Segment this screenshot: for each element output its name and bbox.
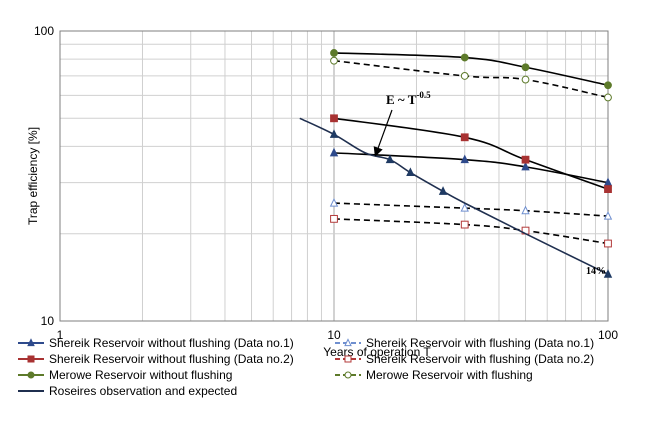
slope-annotation-exponent: -0.5 (416, 90, 431, 100)
triangle-marker (521, 205, 530, 215)
triangle-marker (329, 197, 339, 207)
circle-marker (521, 75, 530, 84)
circle-marker (330, 56, 338, 65)
triangle-marker (385, 154, 395, 164)
y-axis-title: Trap efficiency [%] (26, 127, 40, 225)
legend-item: Roseires observation and expected (18, 384, 237, 398)
series-line (333, 52, 609, 87)
y-tick-label: 10 (41, 314, 55, 328)
legend-item: Shereik Reservoir without flushing (Data… (18, 336, 294, 350)
circle-marker (604, 81, 612, 90)
series-6 (330, 56, 612, 102)
legend-item: Shereik Reservoir without flushing (Data… (18, 352, 294, 366)
legend-item: Merowe Reservoir with flushing (335, 368, 533, 382)
circle-marker (344, 371, 352, 379)
legend: Shereik Reservoir without flushing (Data… (18, 336, 594, 398)
series-layer (299, 49, 613, 278)
series-line (299, 117, 609, 275)
series-line (333, 218, 609, 245)
circle-marker (330, 49, 338, 57)
triangle-marker (460, 154, 469, 164)
triangle-marker (329, 147, 339, 157)
y-tick-label: 100 (34, 24, 54, 38)
series-7 (299, 117, 613, 278)
circle-marker (27, 371, 35, 379)
series-3 (330, 114, 612, 193)
series-line (333, 59, 609, 99)
triangle-marker (329, 129, 339, 138)
legend-label: Merowe Reservoir with flushing (366, 368, 533, 382)
square-marker (604, 185, 612, 193)
square-marker (330, 114, 338, 123)
series-line (333, 202, 609, 217)
square-marker (460, 220, 469, 229)
plot-area-border (59, 30, 609, 322)
circle-marker (521, 63, 530, 72)
series-1 (329, 147, 613, 187)
circle-marker (460, 72, 469, 80)
series-line (333, 117, 609, 190)
square-marker (27, 355, 35, 363)
slope-annotation-base: E ~ T (386, 92, 417, 107)
triangle-marker (344, 338, 352, 347)
series-4 (330, 214, 612, 248)
square-marker (604, 239, 612, 248)
square-marker (460, 133, 469, 142)
slope-annotation-arrow (373, 109, 393, 157)
legend-label: Merowe Reservoir without flushing (49, 368, 232, 382)
square-marker (521, 155, 530, 164)
x-tick-label: 1 (57, 328, 64, 342)
x-tick-label: 10 (327, 328, 341, 342)
triangle-marker (521, 161, 530, 171)
triangle-marker (460, 202, 469, 212)
triangle-marker (27, 338, 35, 347)
x-tick-label: 100 (598, 328, 618, 342)
annotation-layer: E ~ T-0.5 14% (373, 90, 606, 277)
triangle-marker (603, 210, 613, 220)
series-5 (330, 49, 612, 90)
legend-item: Shereik Reservoir with flushing (Data no… (335, 336, 594, 350)
end-value-annotation: 14% (586, 266, 606, 277)
triangle-marker (406, 167, 415, 177)
circle-marker (604, 93, 612, 102)
legend-label: Shereik Reservoir without flushing (Data… (49, 336, 294, 350)
legend-label: Shereik Reservoir with flushing (Data no… (366, 336, 594, 350)
legend-item: Shereik Reservoir with flushing (Data no… (335, 352, 594, 366)
legend-label: Shereik Reservoir without flushing (Data… (49, 352, 294, 366)
legend-item: Merowe Reservoir without flushing (18, 368, 232, 382)
grid-lines (60, 31, 608, 321)
legend-label: Shereik Reservoir with flushing (Data no… (366, 352, 594, 366)
triangle-marker (438, 186, 448, 195)
legend-label: Roseires observation and expected (49, 384, 237, 398)
series-line (333, 152, 609, 184)
slope-annotation: E ~ T-0.5 (386, 90, 431, 107)
circle-marker (460, 53, 469, 62)
series-2 (329, 197, 613, 220)
triangle-marker (603, 269, 613, 278)
square-marker (344, 355, 352, 363)
square-marker (330, 214, 338, 223)
